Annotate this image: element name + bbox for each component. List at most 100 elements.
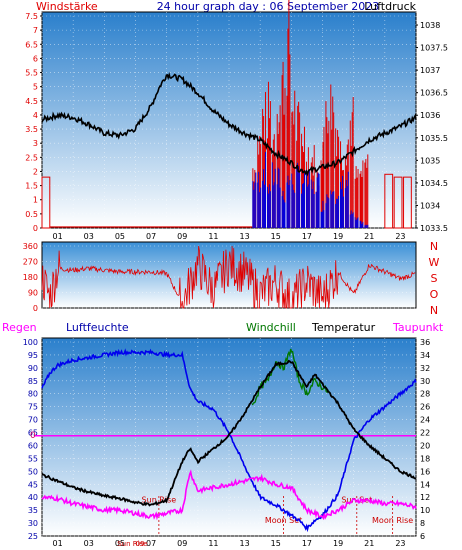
wind-bar (322, 142, 324, 228)
temperature-tick-label: 12 (420, 493, 430, 502)
gust-bar (291, 173, 293, 228)
gust-bar (299, 172, 301, 228)
x-tick-label: 23 (395, 232, 405, 241)
pressure-line (41, 71, 417, 177)
x-tick-label: 17 (302, 232, 312, 241)
gust-bar (268, 184, 270, 228)
wind-bar (336, 156, 338, 228)
gust-bar (313, 194, 315, 228)
wind-bar (352, 97, 354, 228)
wind-bar (313, 145, 315, 228)
wind-tick-label: 1.5 (25, 182, 38, 191)
x-tick-label: 15 (271, 232, 281, 241)
gust-bar (255, 172, 257, 228)
gust-bar (332, 191, 334, 228)
humidity-tick-label: 90 (28, 364, 38, 373)
gust-bar (315, 192, 317, 228)
x-tick-label: 05 (115, 539, 125, 548)
wind-bar (299, 112, 301, 228)
event-label: Sun Rise (142, 495, 177, 504)
gust-bar (259, 192, 261, 228)
gust-bar (310, 179, 312, 228)
pressure-tick-label: 1038 (420, 21, 440, 30)
wind-bar (366, 167, 368, 228)
gust-bar (307, 184, 309, 228)
wind-bar (365, 159, 367, 228)
gust-bar (301, 193, 303, 228)
wind-bar (361, 176, 363, 228)
temperature-tick-label: 22 (420, 429, 430, 438)
wind-bar (355, 166, 357, 228)
humidity-tick-label: 55 (28, 454, 38, 463)
temperature-line (41, 359, 417, 507)
wind-bar (359, 173, 361, 228)
x-tick-label: 13 (239, 232, 249, 241)
humidity-tick-label: 60 (28, 441, 38, 450)
gust-bar (321, 211, 323, 228)
wind-bar (360, 170, 362, 228)
wind-bar (259, 136, 261, 228)
gust-bar (296, 168, 298, 228)
wind-bar (357, 169, 359, 228)
gust-bar (288, 184, 290, 228)
pressure-tick-label: 1035.5 (420, 134, 448, 143)
gust-bar (361, 223, 363, 228)
x-tick-label: 23 (395, 539, 405, 548)
wind-bar (384, 173, 394, 229)
gust-bar (320, 211, 322, 228)
wind-bar (289, 54, 291, 229)
direction-tick-label: 360 (23, 242, 38, 251)
gust-bar (364, 225, 366, 228)
wind-bar (331, 129, 333, 228)
temperature-tick-label: 16 (420, 467, 430, 476)
gust-bar (355, 219, 357, 228)
wind-bar (351, 112, 353, 228)
gust-bar (306, 186, 308, 228)
gust-bar (305, 170, 307, 228)
wind-bar (288, 0, 290, 228)
wind-tick-label: 2.5 (25, 153, 38, 162)
gust-bar (265, 151, 267, 228)
compass-label: N (430, 240, 438, 253)
wind-tick-label: 4.5 (25, 97, 38, 106)
compass-label: S (431, 272, 438, 285)
gust-bar (322, 200, 324, 228)
wind-bar (354, 178, 356, 228)
wind-bar (338, 136, 340, 228)
x-tick-label: 03 (84, 539, 94, 548)
wind-bar (333, 112, 335, 228)
gust-bar (279, 187, 281, 228)
gust-bar (338, 195, 340, 228)
temperature-humidity-panel: 25 30 35 40 45 50 55 60 65 70 75 80 85 90 95 100 6 8 10 12 1… (23, 337, 430, 548)
gust-bar (352, 212, 354, 228)
gust-bar (293, 189, 295, 228)
gust-bar (298, 166, 300, 228)
gust-bar (281, 196, 283, 228)
wind-bar (268, 118, 270, 228)
chart-title: 24 hour graph day : 06 September 2023 (157, 0, 380, 13)
pressure-tick-label: 1033.5 (420, 224, 448, 233)
x-tick-label: 19 (333, 539, 343, 548)
event-label: Sun Set (341, 495, 372, 504)
gust-bar (276, 184, 278, 228)
gust-bar (341, 175, 343, 228)
gust-bar (263, 169, 265, 228)
bottom-marker-label: 09 (136, 540, 145, 548)
gust-bar (360, 221, 362, 228)
temperature-tick-label: 34 (420, 351, 430, 360)
wind-bar (330, 84, 332, 229)
humidity-tick-label: 95 (28, 351, 38, 360)
x-tick-label: 19 (333, 232, 343, 241)
temperature-tick-label: 30 (420, 377, 430, 386)
plot-area (41, 241, 417, 309)
humidity-tick-label: 85 (28, 377, 38, 386)
gust-bar (294, 192, 296, 228)
gust-bar (347, 171, 349, 228)
pressure-tick-label: 1034 (420, 201, 440, 210)
gust-bar (326, 194, 328, 228)
gust-bar (328, 198, 330, 228)
direction-tick-label: 90 (28, 289, 38, 298)
gust-bar (252, 181, 254, 228)
gust-bar (302, 184, 304, 228)
